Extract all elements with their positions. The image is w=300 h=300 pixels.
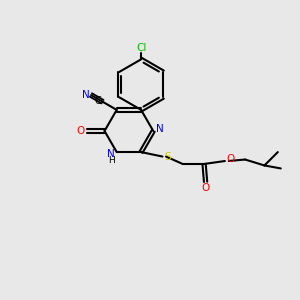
Text: H: H bbox=[108, 156, 115, 165]
Text: C: C bbox=[94, 96, 101, 106]
Text: Cl: Cl bbox=[136, 43, 146, 53]
Text: O: O bbox=[227, 154, 235, 164]
Text: O: O bbox=[76, 126, 85, 136]
Text: O: O bbox=[202, 183, 210, 193]
Text: N: N bbox=[107, 148, 115, 159]
Text: N: N bbox=[156, 124, 164, 134]
Text: S: S bbox=[164, 152, 171, 162]
Text: N: N bbox=[82, 90, 90, 100]
